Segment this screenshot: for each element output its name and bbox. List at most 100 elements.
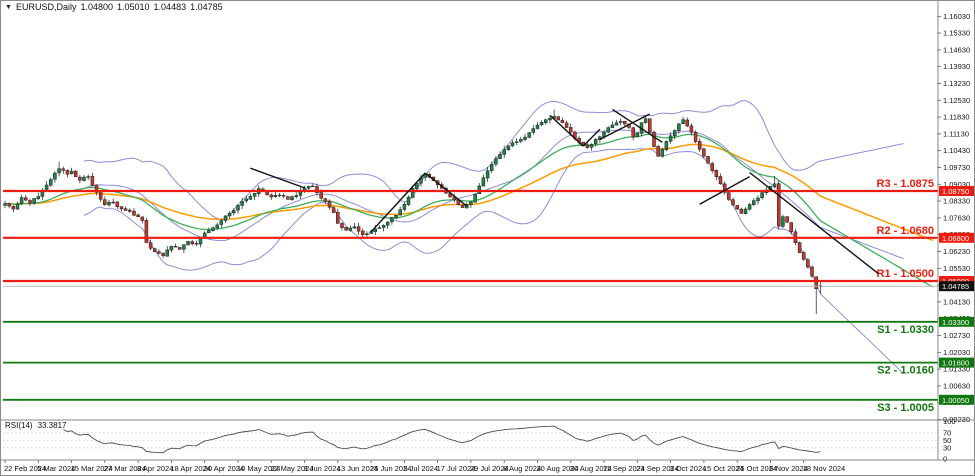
- candle: [157, 251, 161, 254]
- candle: [614, 122, 619, 126]
- candle: [277, 194, 282, 197]
- candle: [169, 245, 174, 251]
- candle: [506, 145, 511, 150]
- trendline-nov-downtrend[interactable]: [749, 171, 880, 275]
- price-axis-label: 1.11830: [943, 113, 970, 122]
- price-axis-label: 1.02030: [943, 348, 970, 357]
- level-price-tag-S2: [939, 357, 974, 368]
- level-price-tag-R2: [939, 232, 974, 243]
- bollinger-upper-band: [83, 100, 904, 221]
- candle: [7, 203, 11, 207]
- candle: [677, 123, 681, 132]
- date-axis-label: 18 Apr 2024: [170, 464, 210, 473]
- level-price-tag-S1: [939, 316, 974, 327]
- candle: [207, 230, 211, 234]
- candle: [377, 227, 382, 229]
- candle: [410, 188, 415, 198]
- price-axis-label: 1.08330: [943, 197, 970, 206]
- price-axis-label: 1.10430: [943, 146, 970, 155]
- candle: [569, 127, 573, 133]
- candle: [153, 248, 157, 252]
- candle: [98, 192, 103, 200]
- candle: [643, 118, 648, 123]
- rsi-axis-label: 70: [943, 428, 951, 437]
- candle: [3, 203, 7, 206]
- candle: [394, 214, 398, 219]
- candle: [53, 172, 57, 180]
- level-price-tag-R1: [939, 276, 974, 286]
- trendline-may-resistance[interactable]: [250, 167, 305, 189]
- candle: [24, 197, 28, 201]
- candle: [589, 144, 594, 148]
- candle: [710, 163, 714, 171]
- candle: [606, 127, 610, 133]
- candle: [510, 142, 515, 147]
- level-label-R1: R1 - 1.0500: [877, 268, 934, 280]
- candle: [86, 176, 90, 178]
- candle: [211, 227, 215, 231]
- price-axis-label: 1.00630: [943, 381, 970, 390]
- candle: [535, 124, 540, 129]
- candle: [727, 192, 731, 200]
- candle: [556, 116, 561, 121]
- candle: [810, 266, 814, 277]
- candle: [739, 208, 744, 214]
- trendline-sep-wedge-upper[interactable]: [612, 108, 663, 143]
- date-axis-label: 10 May 2024: [237, 464, 280, 473]
- rsi-line: [63, 425, 821, 454]
- high-value: 1.05010: [117, 2, 150, 12]
- candle: [519, 139, 523, 142]
- candle: [602, 131, 606, 137]
- candle: [781, 216, 785, 227]
- trendline-aug-pullback-down[interactable]: [549, 114, 584, 147]
- candle: [236, 205, 240, 211]
- trendline-aug-pullback-up[interactable]: [582, 128, 601, 147]
- candle: [785, 216, 789, 223]
- candle: [144, 220, 149, 243]
- rsi-axis-label: 50: [943, 436, 951, 445]
- candle: [648, 118, 652, 133]
- date-axis-label: 30 Aug 2024: [570, 464, 612, 473]
- candle: [390, 217, 394, 223]
- date-axis-label: 25 Oct 2024: [736, 464, 777, 473]
- candle: [714, 170, 719, 177]
- candle: [801, 252, 806, 260]
- candle: [460, 204, 465, 208]
- trendline-june-support[interactable]: [370, 172, 426, 233]
- candle: [273, 195, 278, 197]
- date-axis-label: 22 Feb 2024: [4, 464, 46, 473]
- rsi-name: RSI(14): [5, 421, 33, 430]
- close-value: 1.04785: [190, 2, 223, 12]
- candle: [311, 185, 315, 188]
- candle: [635, 132, 640, 137]
- svg-text:1.04785: 1.04785: [942, 282, 969, 291]
- symbol-dropdown-icon[interactable]: ▼: [5, 3, 12, 11]
- trendline-oct-support[interactable]: [699, 175, 750, 205]
- candle: [148, 242, 153, 249]
- date-axis-label: 6 Nov 2024: [769, 464, 807, 473]
- candle: [198, 237, 203, 245]
- candle: [797, 242, 802, 253]
- date-axis-label: 3 Oct 2024: [670, 464, 707, 473]
- candle: [685, 119, 689, 127]
- trendline-sep-wedge-lower[interactable]: [599, 113, 651, 141]
- open-value: 1.04800: [80, 2, 113, 12]
- candle: [610, 124, 615, 129]
- candle: [693, 132, 698, 143]
- candle: [752, 200, 756, 205]
- date-axis-label: 25 Jun 2024: [370, 464, 411, 473]
- bollinger-lower-band: [83, 148, 904, 375]
- rsi-indicator-label: RSI(14) 33.3817: [5, 421, 66, 430]
- candle: [306, 186, 311, 189]
- candle: [473, 194, 477, 203]
- candle: [290, 196, 294, 200]
- candle: [36, 196, 41, 200]
- trendline-july-correction[interactable]: [424, 172, 468, 207]
- candle: [240, 201, 244, 206]
- candle: [660, 149, 665, 157]
- price-axis[interactable]: 1.16030 1.15330 1.14630 1.13930 1.13230 1.125…: [937, 12, 975, 424]
- date-axis-label: 8 Aug 2024: [503, 464, 541, 473]
- price-axis-label: 1.13230: [943, 79, 970, 88]
